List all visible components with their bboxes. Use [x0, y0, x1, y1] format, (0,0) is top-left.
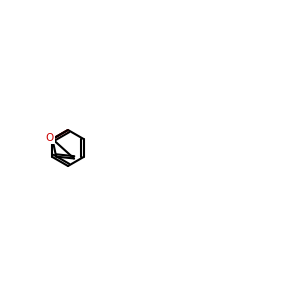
Text: O: O [45, 133, 53, 143]
